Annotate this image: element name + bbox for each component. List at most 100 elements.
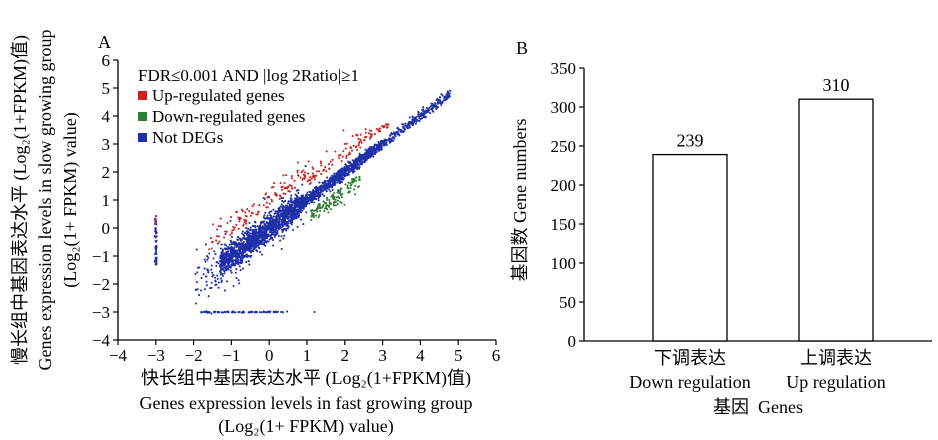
point-not-deg <box>272 311 275 314</box>
point-not-deg <box>292 206 295 209</box>
point-up-regulated <box>218 240 221 243</box>
point-not-deg <box>250 250 253 253</box>
point-not-deg <box>237 279 240 282</box>
point-up-regulated <box>379 130 382 133</box>
point-not-deg <box>219 225 222 228</box>
point-not-deg <box>301 209 304 212</box>
point-not-deg <box>198 294 201 297</box>
point-not-deg <box>222 269 225 272</box>
point-not-deg <box>272 244 275 247</box>
point-not-deg <box>233 253 236 256</box>
point-up-regulated <box>357 142 361 145</box>
point-not-deg <box>216 311 219 314</box>
point-down-regulated <box>313 209 316 212</box>
point-up-regulated <box>255 213 258 216</box>
point-down-regulated <box>349 186 352 190</box>
point-not-deg <box>388 138 391 141</box>
point-not-deg <box>203 258 206 261</box>
point-up-regulated <box>283 187 286 190</box>
point-up-regulated <box>308 182 311 186</box>
point-down-regulated <box>320 207 323 210</box>
point-not-deg <box>259 226 262 229</box>
point-not-deg <box>257 235 260 238</box>
point-not-deg <box>249 228 253 231</box>
point-not-deg <box>205 284 208 287</box>
point-up-regulated <box>235 223 238 226</box>
point-not-deg <box>230 246 233 250</box>
point-not-deg <box>304 199 307 202</box>
point-not-deg <box>430 102 433 105</box>
point-not-deg <box>363 161 366 164</box>
point-not-deg <box>280 196 283 200</box>
point-not-deg <box>319 187 322 191</box>
point-not-deg <box>234 241 237 244</box>
point-not-deg <box>250 239 253 242</box>
point-not-deg <box>318 181 321 184</box>
point-not-deg <box>252 247 256 251</box>
point-not-deg <box>241 311 244 314</box>
point-up-regulated <box>364 131 367 134</box>
point-not-deg <box>413 116 416 119</box>
point-not-deg <box>153 235 156 238</box>
bar-x-axis-label: 基因 Genes <box>713 397 803 417</box>
point-not-deg <box>280 310 283 314</box>
point-up-regulated <box>368 137 372 140</box>
point-not-deg <box>358 166 361 169</box>
point-not-deg <box>280 247 283 251</box>
point-not-deg <box>281 223 284 226</box>
point-not-deg <box>398 134 401 137</box>
y-tick-label: −3 <box>92 303 110 322</box>
point-not-deg <box>225 250 228 253</box>
point-not-deg <box>303 196 306 199</box>
point-down-regulated <box>310 215 313 218</box>
point-not-deg <box>314 190 317 193</box>
point-up-regulated <box>265 201 268 204</box>
bar-0 <box>652 153 728 342</box>
point-not-deg <box>217 262 220 265</box>
point-not-deg <box>223 289 226 292</box>
point-not-deg <box>440 93 443 96</box>
point-up-regulated <box>223 236 226 239</box>
point-not-deg <box>259 239 262 242</box>
point-not-deg <box>378 147 381 150</box>
point-not-deg <box>207 269 210 273</box>
point-not-deg <box>236 252 239 255</box>
point-not-deg <box>286 220 289 224</box>
point-not-deg <box>422 112 425 115</box>
point-not-deg <box>258 243 262 246</box>
point-not-deg <box>430 105 433 108</box>
point-not-deg <box>375 147 378 150</box>
point-down-regulated <box>343 203 346 206</box>
point-not-deg <box>424 109 427 112</box>
point-up-regulated <box>217 242 220 245</box>
point-up-regulated <box>266 196 269 199</box>
point-not-deg <box>390 132 393 135</box>
point-not-deg <box>301 201 304 204</box>
point-up-regulated <box>262 204 265 207</box>
point-not-deg <box>291 220 294 224</box>
point-not-deg <box>277 225 280 228</box>
point-not-deg <box>274 233 277 237</box>
point-not-deg <box>301 194 304 197</box>
point-not-deg <box>209 287 212 290</box>
point-up-regulated <box>320 173 323 176</box>
point-not-deg <box>268 238 271 241</box>
point-not-deg <box>337 179 340 182</box>
point-down-regulated <box>332 203 335 206</box>
point-not-deg <box>370 146 373 149</box>
point-up-regulated <box>264 193 267 196</box>
point-not-deg <box>269 228 272 231</box>
point-not-deg <box>288 210 291 213</box>
point-not-deg <box>279 239 282 242</box>
point-not-deg <box>249 226 252 229</box>
point-down-regulated <box>325 205 328 208</box>
point-not-deg <box>353 170 356 173</box>
point-not-deg <box>373 152 376 155</box>
point-not-deg <box>433 104 436 107</box>
point-not-deg <box>274 225 277 229</box>
point-up-regulated <box>358 141 361 144</box>
point-not-deg <box>305 196 308 199</box>
point-not-deg <box>255 230 258 234</box>
point-not-deg <box>448 95 451 98</box>
point-down-regulated <box>340 196 343 199</box>
